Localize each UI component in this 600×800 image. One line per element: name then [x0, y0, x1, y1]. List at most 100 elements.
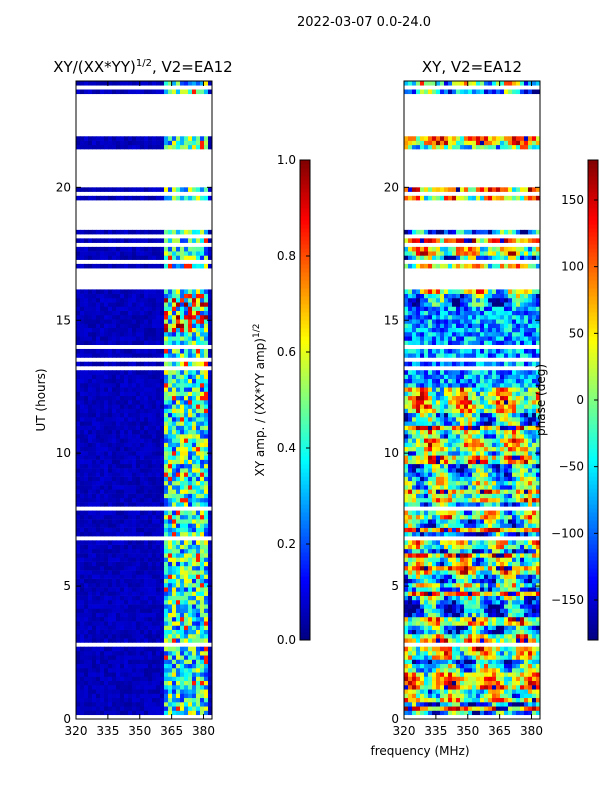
amplitude-cell — [188, 540, 193, 545]
amplitude-cell — [108, 468, 113, 473]
phase-cell — [500, 595, 505, 601]
phase-cell — [500, 646, 505, 652]
amplitude-cell — [132, 348, 137, 354]
amplitude-cell — [124, 706, 129, 711]
amplitude-cell — [176, 331, 181, 337]
amplitude-cell — [92, 616, 97, 622]
amplitude-cell — [196, 621, 201, 626]
amplitude-cell — [116, 140, 121, 146]
amplitude-cell — [208, 263, 213, 269]
amplitude-cell — [148, 565, 153, 571]
phase-cell — [468, 616, 473, 622]
amplitude-cell — [172, 612, 177, 618]
amplitude-cell — [176, 455, 181, 460]
amplitude-cell — [136, 370, 141, 375]
amplitude-cell — [164, 140, 169, 146]
amplitude-cell — [84, 361, 89, 367]
phase-cell — [484, 612, 489, 618]
amplitude-cell — [136, 136, 141, 141]
amplitude-cell — [112, 336, 117, 341]
amplitude-cell — [124, 331, 129, 337]
amplitude-cell — [168, 314, 173, 320]
amplitude-cell — [84, 412, 89, 418]
phase-cell — [520, 587, 525, 592]
phase-cell — [496, 612, 501, 618]
amplitude-cell — [76, 255, 81, 260]
phase-cell — [512, 655, 517, 660]
amplitude-cell — [140, 310, 145, 316]
amplitude-cell — [84, 625, 89, 630]
amplitude-cell — [84, 638, 89, 643]
phase-cell — [508, 621, 513, 626]
amplitude-cell — [188, 340, 193, 346]
amplitude-cell — [188, 672, 193, 677]
amplitude-cell — [184, 676, 189, 682]
phase-cell — [516, 676, 521, 682]
amplitude-cell — [76, 582, 81, 588]
amplitude-cell — [124, 293, 129, 299]
amplitude-cell — [172, 557, 177, 562]
amplitude-cell — [180, 502, 185, 507]
amplitude-cell — [200, 697, 205, 703]
amplitude-cell — [188, 616, 193, 622]
amplitude-cell — [80, 701, 85, 707]
amplitude-cell — [188, 391, 193, 397]
amplitude-cell — [192, 319, 197, 324]
amplitude-cell — [164, 293, 169, 299]
amplitude-cell — [176, 527, 181, 533]
phase-cell — [476, 663, 481, 669]
phase-cell — [484, 591, 489, 596]
phase-cell — [492, 582, 497, 588]
amplitude-cell — [84, 497, 89, 503]
amplitude-cell — [148, 459, 153, 465]
amplitude-cell — [196, 591, 201, 596]
amplitude-cell — [112, 625, 117, 630]
amplitude-cell — [116, 446, 121, 452]
amplitude-cell — [116, 616, 121, 622]
phase-cell — [508, 565, 513, 571]
colorbar-segment — [300, 368, 310, 373]
amplitude-cell — [172, 293, 177, 299]
amplitude-cell — [152, 706, 157, 711]
amplitude-cell — [208, 404, 213, 409]
amplitude-cell — [104, 297, 109, 303]
amplitude-cell — [76, 655, 81, 660]
phase-cell — [428, 608, 433, 613]
amplitude-cell — [196, 493, 201, 499]
amplitude-cell — [80, 370, 85, 375]
amplitude-cell — [84, 297, 89, 303]
phase-cell — [504, 625, 509, 630]
amplitude-cell — [124, 625, 129, 630]
phase-cell — [512, 574, 517, 579]
amplitude-cell — [176, 676, 181, 682]
amplitude-cell — [204, 246, 209, 252]
amplitude-cell — [128, 421, 133, 426]
amplitude-cell — [176, 382, 181, 388]
amplitude-cell — [88, 451, 93, 456]
colorbar-segment — [300, 436, 310, 441]
amplitude-cell — [112, 425, 117, 431]
amplitude-cell — [128, 616, 133, 622]
phase-cell — [484, 676, 489, 682]
amplitude-cell — [76, 387, 81, 392]
phase-cell — [464, 587, 469, 592]
phase-cell — [516, 659, 521, 665]
amplitude-cell — [88, 446, 93, 452]
amplitude-cell — [116, 502, 121, 507]
amplitude-cell — [204, 561, 209, 567]
phase-cell — [516, 697, 521, 703]
amplitude-cell — [196, 353, 201, 358]
amplitude-cell — [168, 472, 173, 477]
amplitude-cell — [88, 310, 93, 316]
phase-cell — [472, 680, 477, 686]
phase-cell — [472, 587, 477, 592]
phase-cell — [532, 608, 537, 613]
phase-cell — [468, 578, 473, 584]
amplitude-cell — [172, 246, 177, 252]
amplitude-cell — [104, 421, 109, 426]
amplitude-cell — [124, 400, 129, 405]
phase-cell — [428, 667, 433, 673]
amplitude-cell — [180, 604, 185, 609]
phase-cell — [412, 663, 417, 669]
amplitude-cell — [180, 387, 185, 392]
